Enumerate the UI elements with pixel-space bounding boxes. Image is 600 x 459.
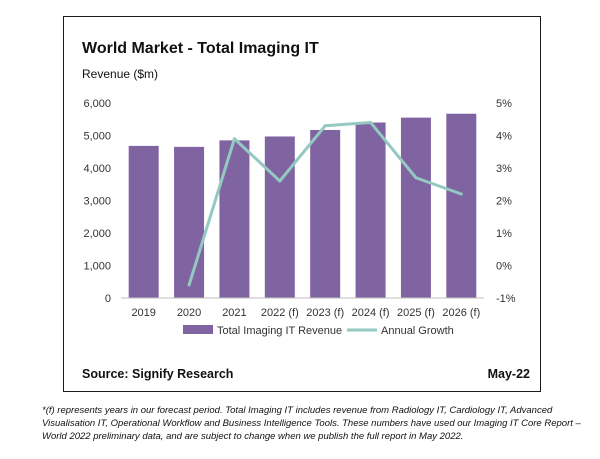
y-tick-label: 3,000 <box>83 196 111 208</box>
x-tick-label: 2019 <box>131 307 155 319</box>
y2-tick-label: -1% <box>496 293 516 305</box>
source-label: Source: Signify Research <box>82 367 234 381</box>
y-tick-label: 2,000 <box>83 228 111 240</box>
growth-point <box>323 124 327 128</box>
y-tick-label: 1,000 <box>83 261 111 273</box>
x-tick-label: 2023 (f) <box>306 307 344 319</box>
date-label: May-22 <box>487 367 530 381</box>
growth-point <box>187 283 191 287</box>
bar <box>400 117 431 298</box>
x-tick-label: 2021 <box>222 307 246 319</box>
y2-tick-label: 3% <box>496 163 512 175</box>
y2-tick-label: 1% <box>496 228 512 240</box>
growth-point <box>414 176 418 180</box>
bar <box>174 146 205 298</box>
y2-tick-label: 5% <box>496 98 512 110</box>
x-tick-label: 2026 (f) <box>442 307 480 319</box>
x-tick-label: 2020 <box>177 307 201 319</box>
y-tick-label: 4,000 <box>83 163 111 175</box>
growth-point <box>459 192 463 196</box>
growth-point <box>278 179 282 183</box>
legend-bar-label: Total Imaging IT Revenue <box>217 325 342 337</box>
bar <box>310 129 341 298</box>
x-tick-label: 2025 (f) <box>397 307 435 319</box>
bar <box>264 136 295 298</box>
bar <box>446 113 477 298</box>
chart-title: World Market - Total Imaging IT <box>82 40 319 57</box>
bar <box>219 140 250 298</box>
y-tick-label: 0 <box>105 293 111 305</box>
chart-plot: 0 1,000 2,000 3,000 4,000 5,000 6,000 -1% 0% 1% 2%… <box>83 98 516 337</box>
y-tick-label: 6,000 <box>83 98 111 110</box>
y2-tick-label: 0% <box>496 261 512 273</box>
legend-line-label: Annual Growth <box>381 325 454 337</box>
growth-point <box>369 121 373 124</box>
bar <box>355 122 386 298</box>
growth-point <box>232 137 236 141</box>
y-axis-label: Revenue ($m) <box>82 67 159 81</box>
x-tick-label: 2024 (f) <box>352 307 390 319</box>
y-tick-label: 5,000 <box>83 131 111 143</box>
bar <box>128 145 159 298</box>
y2-tick-label: 4% <box>496 131 512 143</box>
legend-bar-swatch <box>183 325 213 334</box>
y2-tick-label: 2% <box>496 196 512 208</box>
footnote: *(f) represents years in our forecast pe… <box>42 405 581 442</box>
x-tick-label: 2022 (f) <box>261 307 299 319</box>
